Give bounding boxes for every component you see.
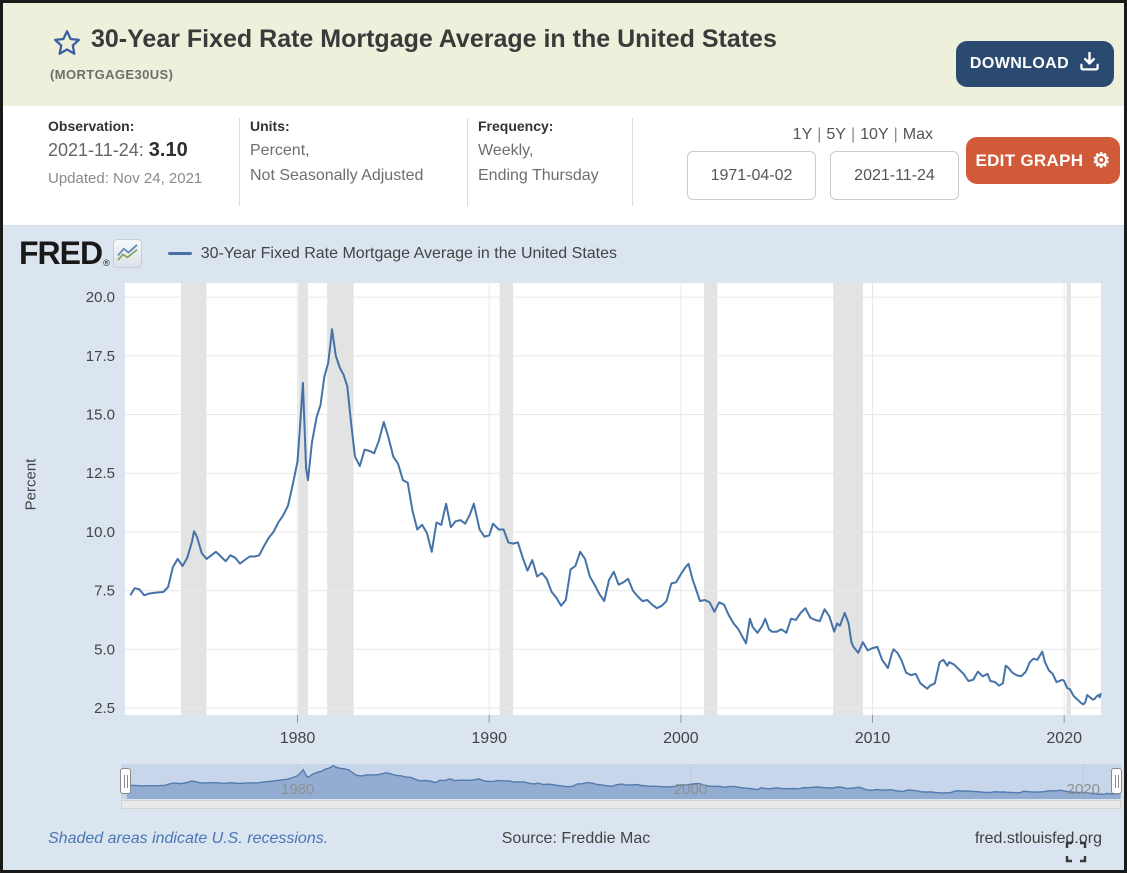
chart-footer: Shaded areas indicate U.S. recessions. S… [48, 824, 1104, 870]
preset-10y[interactable]: 10Y [860, 126, 889, 143]
x-tick-label: 1990 [471, 730, 507, 747]
observation-date: 2021-11-24: [48, 140, 144, 160]
y-tick-label: 7.5 [94, 583, 115, 600]
chart-legend: 30-Year Fixed Rate Mortgage Average in t… [167, 244, 618, 263]
fred-logo[interactable]: FRED [19, 235, 103, 271]
plot-background [125, 283, 1101, 715]
y-tick-label: 5.0 [94, 641, 115, 658]
page-title: 30-Year Fixed Rate Mortgage Average in t… [91, 25, 777, 53]
observation-updated: Updated: Nov 24, 2021 [48, 170, 203, 187]
y-tick-label: 17.5 [86, 348, 115, 365]
units-value-line2: Not Seasonally Adjusted [250, 166, 424, 184]
y-tick-label: 12.5 [86, 465, 115, 482]
frequency-value-line1: Weekly, [478, 142, 534, 159]
recession-band [499, 283, 514, 715]
x-tick-label: 1980 [280, 730, 316, 747]
navigator-svg: 1980 2000 2020 [126, 764, 1121, 799]
series-id: (MORTGAGE30US) [50, 67, 174, 82]
edit-graph-label: EDIT GRAPH [975, 150, 1084, 170]
navigator-line [126, 764, 1121, 795]
fullscreen-icon[interactable] [1065, 841, 1087, 863]
download-label: DOWNLOAD [969, 55, 1070, 72]
page-header: 30-Year Fixed Rate Mortgage Average in t… [3, 3, 1124, 106]
main-chart-svg[interactable]: 2.5 5.0 7.5 10.0 12.5 15.0 17.5 20.0 1980 1990 200… [48, 283, 1113, 753]
series-line [129, 328, 1102, 706]
gear-icon: ⚙ [1092, 149, 1111, 172]
recession-band [703, 283, 718, 715]
download-icon [1079, 51, 1100, 76]
download-button[interactable]: DOWNLOAD [956, 41, 1114, 87]
source-text: Source: Freddie Mac [501, 830, 651, 847]
end-date-input[interactable] [830, 151, 959, 200]
favorite-star-icon[interactable] [52, 28, 82, 58]
units-column: Units: Percent, Not Seasonally Adjusted [250, 118, 468, 206]
x-tick-label: 2010 [855, 730, 891, 747]
start-date-input[interactable] [687, 151, 816, 200]
navigator-tick-label: 1980 [281, 781, 314, 798]
preset-5y[interactable]: 5Y [826, 126, 846, 143]
chart-header-row: FRED ® 30-Year Fixed Rate Mortgage Avera… [19, 235, 617, 272]
recession-band [1066, 283, 1071, 715]
recession-band [181, 283, 207, 715]
observation-value: 3.10 [148, 139, 188, 161]
chart-section: FRED ® 30-Year Fixed Rate Mortgage Avera… [3, 225, 1124, 870]
y-tick-label: 20.0 [86, 289, 115, 306]
fred-logo-chart-icon [112, 239, 142, 268]
navigator-area [126, 765, 1121, 799]
preset-max[interactable]: Max [902, 126, 933, 143]
registered-mark: ® [103, 258, 110, 268]
preset-separator: | [817, 126, 822, 143]
units-label: Units: [250, 118, 290, 134]
units-value-line1: Percent, [250, 142, 310, 159]
frequency-column: Frequency: Weekly, Ending Thursday [478, 118, 633, 206]
x-tick-label: 2000 [663, 730, 699, 747]
navigator-left-handle[interactable] [120, 768, 131, 794]
frequency-label: Frequency: [478, 118, 554, 134]
recession-band [327, 283, 354, 715]
navigator[interactable]: 1980 2000 2020 [120, 764, 1122, 799]
navigator-tick-label: 2000 [674, 781, 707, 798]
frequency-value-line2: Ending Thursday [478, 166, 599, 184]
navigator-scrollbar[interactable] [121, 800, 1121, 809]
legend-series-label: 30-Year Fixed Rate Mortgage Average in t… [200, 244, 618, 262]
recession-note: Shaded areas indicate U.S. recessions. [48, 830, 329, 847]
x-tick-label: 2020 [1046, 730, 1082, 747]
y-tick-label: 10.0 [86, 524, 115, 541]
preset-separator: | [850, 126, 856, 143]
info-bar: Observation: 2021-11-24: 3.10 Updated: N… [3, 106, 1124, 225]
observation-label: Observation: [48, 118, 135, 134]
legend-line-swatch [167, 252, 192, 255]
navigator-tick-label: 2020 [1067, 781, 1100, 798]
edit-graph-button[interactable]: EDIT GRAPH ⚙ [966, 137, 1120, 184]
recession-band [833, 283, 863, 715]
y-tick-label: 15.0 [86, 407, 115, 424]
y-axis-title: Percent [22, 458, 40, 511]
preset-separator: | [893, 126, 898, 143]
navigator-right-handle[interactable] [1111, 768, 1122, 794]
recession-band [298, 283, 309, 715]
observation-column: Observation: 2021-11-24: 3.10 Updated: N… [48, 118, 240, 206]
y-tick-label: 2.5 [94, 700, 115, 717]
range-presets: 1Y | 5Y | 10Y | Max [693, 126, 933, 144]
preset-1y[interactable]: 1Y [792, 126, 813, 143]
